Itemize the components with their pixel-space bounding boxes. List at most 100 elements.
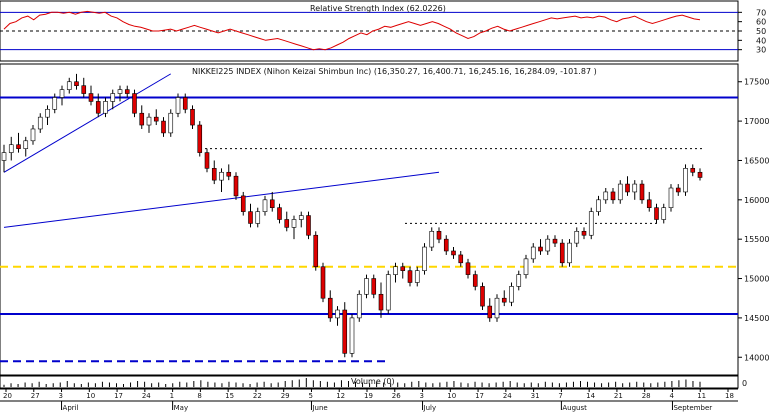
candle-body [16, 144, 21, 149]
candle [487, 298, 493, 322]
candle-body [371, 278, 377, 295]
candle [190, 105, 195, 129]
rsi-tick-label: 30 [756, 46, 766, 55]
rsi-tick-label: 60 [756, 18, 766, 27]
candle [625, 176, 630, 196]
candle-body [190, 108, 195, 126]
candle [436, 227, 442, 244]
trendline-1 [3, 171, 440, 228]
candle-body [429, 231, 435, 248]
candle [298, 211, 304, 228]
candle-body [175, 97, 181, 114]
candle-body [168, 112, 174, 134]
candle-body [632, 183, 638, 193]
candle [501, 290, 507, 307]
candle [52, 93, 58, 114]
candle [74, 73, 79, 90]
rsi-panel: Relative Strength Index (62.0226) 304050… [0, 0, 766, 62]
x-day-label: 5 [308, 392, 312, 400]
candle-body [88, 93, 94, 102]
candle [175, 93, 181, 118]
candle [675, 184, 681, 196]
x-month-label: September [673, 404, 712, 412]
x-day-label: 10 [447, 392, 456, 400]
x-day-label: 1 [170, 392, 174, 400]
candle [240, 191, 246, 216]
candle-body [480, 286, 485, 307]
candle [393, 262, 398, 283]
candle-body [248, 211, 253, 224]
x-month-label: May [174, 404, 188, 412]
candle-body [472, 274, 478, 287]
candle [342, 302, 348, 358]
candle [646, 191, 652, 212]
candle-body [110, 93, 116, 102]
candle-body [501, 297, 507, 303]
volume-title: Volume (0) [351, 377, 395, 386]
candle [59, 85, 65, 106]
x-day-label: 28 [642, 392, 651, 400]
price-levels [0, 96, 738, 363]
candle-body [494, 297, 500, 319]
candle-body [596, 199, 601, 212]
candle [16, 132, 21, 153]
candle [364, 274, 369, 299]
candle-body [204, 152, 210, 169]
price-tick-label: 14000 [744, 353, 769, 362]
price-tick-label: 17500 [744, 78, 769, 87]
candle [516, 270, 522, 291]
candle [371, 274, 377, 299]
candle [103, 97, 108, 118]
price-panel: NIKKEI225 INDEX (Nihon Keizai Shimbun In… [0, 63, 769, 376]
candle-body [103, 101, 108, 114]
candle-body [393, 266, 398, 275]
rsi-reference-lines [0, 11, 738, 51]
candle-body [487, 305, 493, 319]
candle-body [233, 175, 239, 197]
candle-body [349, 317, 355, 354]
candle [617, 180, 623, 204]
candle-body [451, 250, 456, 256]
x-month-label: August [562, 404, 587, 412]
candle [523, 254, 529, 279]
candle-body [342, 309, 348, 354]
candle [284, 211, 290, 232]
candle-body [277, 207, 282, 220]
candle-body [211, 168, 217, 181]
price-tick-label: 14500 [744, 314, 769, 323]
x-day-label: 17 [475, 392, 484, 400]
candle-body [443, 238, 449, 252]
x-day-label: 8 [197, 392, 201, 400]
candle-body [516, 274, 522, 287]
candle [632, 180, 638, 200]
price-y-axis: 14000 14500 15000 15500 16000 16500 17000 17500 [738, 78, 769, 362]
candle [480, 282, 485, 311]
candle-body [646, 199, 652, 208]
price-tick-label: 16000 [744, 196, 769, 205]
candle [697, 168, 703, 181]
candle-body [588, 211, 594, 236]
candle-body [458, 254, 464, 264]
candle [66, 77, 72, 94]
candle-body [603, 191, 609, 201]
candle-body [385, 274, 391, 311]
candle-body [356, 293, 362, 319]
candle [211, 160, 217, 185]
x-day-label: 24 [503, 392, 512, 400]
x-day-label: 29 [281, 392, 290, 400]
candle [349, 313, 355, 358]
candle [690, 164, 696, 177]
candle [117, 85, 123, 102]
x-day-label: 10 [86, 392, 95, 400]
candle [248, 203, 253, 228]
candle-body [422, 246, 427, 271]
candle [153, 109, 159, 126]
candle [313, 231, 319, 271]
price-tick-label: 17000 [744, 117, 769, 126]
candle-body [538, 246, 543, 252]
candle-body [581, 231, 587, 236]
candle-body [639, 183, 645, 201]
candle [30, 125, 36, 145]
